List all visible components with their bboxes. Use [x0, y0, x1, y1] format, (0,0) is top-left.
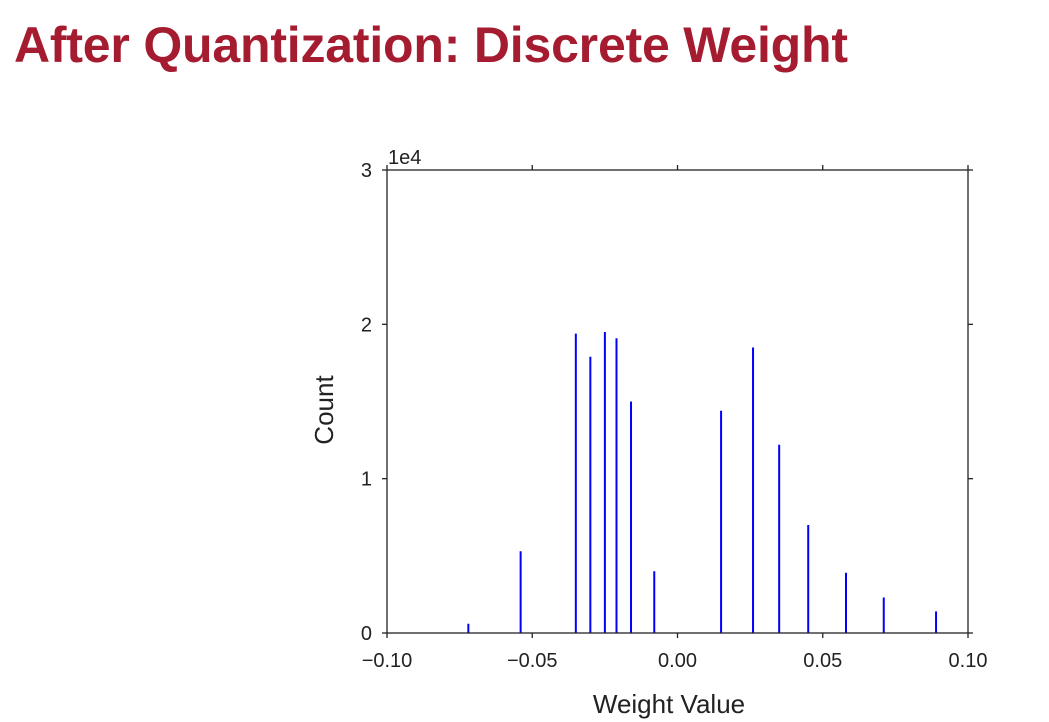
x-tick-label: 0.00	[658, 650, 697, 672]
y-axis-label: Count	[309, 375, 339, 445]
x-tick-label: 0.10	[949, 650, 988, 672]
x-tick-label: 0.05	[803, 650, 842, 672]
y-scale-label: 1e4	[388, 147, 421, 169]
plot-frame	[386, 169, 969, 634]
y-tick-label: 1	[361, 469, 372, 491]
slide-title: After Quantization: Discrete Weight	[14, 17, 848, 73]
x-tick-label: −0.05	[507, 650, 558, 672]
x-axis-label: Weight Value	[593, 689, 745, 719]
y-tick-label: 3	[361, 160, 372, 182]
y-tick-label: 0	[361, 623, 372, 645]
bars-layer	[467, 332, 938, 633]
axes-layer: −0.10 −0.05 0.00 0.05 0.10 0 1 2 3	[361, 160, 988, 672]
x-tick-label: −0.10	[362, 650, 413, 672]
y-tick-label: 2	[361, 314, 372, 336]
